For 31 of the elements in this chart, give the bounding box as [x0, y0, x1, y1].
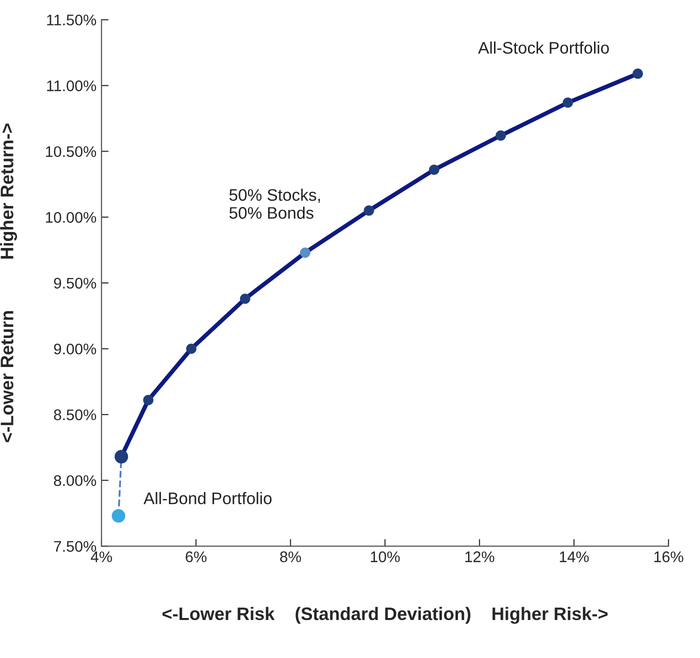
point: [300, 248, 310, 258]
point: [496, 130, 506, 141]
annotation: 50% Stocks, 50% Bonds: [229, 188, 320, 219]
x-tick-label: 14%: [560, 551, 589, 562]
y-tick-label: 8.00%: [54, 475, 96, 486]
point: [143, 394, 154, 406]
point: [632, 68, 643, 79]
y-tick-label: 10.50%: [46, 146, 96, 158]
x-tick-label: 6%: [186, 551, 206, 562]
x-tick-label: 12%: [465, 551, 494, 562]
point: [562, 98, 574, 108]
y-tick-label: 9.50%: [54, 278, 96, 289]
y-tick-label: 11.50%: [47, 14, 96, 26]
point: [186, 344, 196, 354]
point: [428, 164, 440, 175]
x-tick-label: 16%: [654, 551, 684, 562]
y-tick-label: 10.00%: [46, 212, 96, 223]
y-tick-label: 8.50%: [54, 409, 96, 420]
annotation: All-Stock Portfolio: [478, 41, 609, 54]
x-tick-label: 10%: [370, 551, 400, 562]
y-tick-label: 7.50%: [54, 541, 96, 552]
x-tick-label: 8%: [280, 551, 301, 562]
x-tick-label: 4%: [90, 551, 112, 562]
x-axis-title: <-Lower Risk (Standard Deviation) Higher Risk->: [162, 606, 608, 624]
y-axis-title: <-Lower Return Higher Return->: [0, 124, 18, 442]
point: [364, 205, 374, 216]
point: [112, 509, 126, 523]
y-tick-label: 9.00%: [54, 344, 96, 354]
point: [240, 294, 250, 304]
annotation: All-Bond Portfolio: [144, 492, 272, 504]
y-tick-label: 11.00%: [47, 80, 96, 92]
